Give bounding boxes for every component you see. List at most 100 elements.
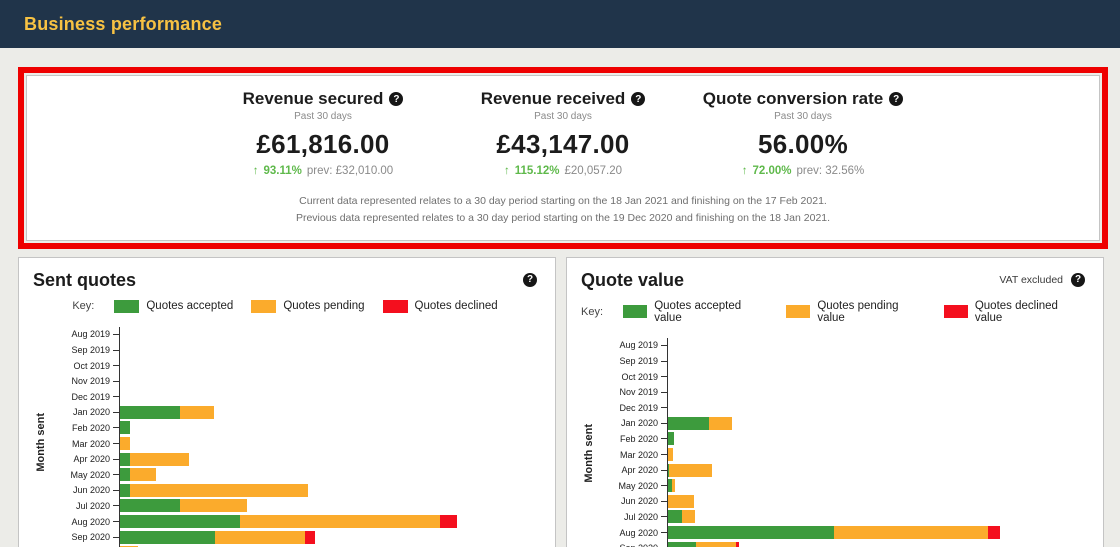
chart-row: Apr 2020 <box>57 451 537 467</box>
kpi-change-row: ↑ 115.12% £20,057.20 <box>443 165 683 177</box>
y-axis-label: Month sent <box>35 412 47 472</box>
chart-row: Jul 2020 <box>605 509 1085 525</box>
y-tick-mark <box>661 454 667 456</box>
y-tick-mark <box>113 489 119 491</box>
y-tick-mark <box>661 532 667 534</box>
bar-segment-pending[interactable] <box>682 510 695 524</box>
bar-segment-pending[interactable] <box>240 515 440 529</box>
bar-segment-accepted[interactable] <box>120 499 180 513</box>
legend-item-accepted: Quotes accepted value <box>623 300 768 324</box>
y-tick-mark <box>661 360 667 362</box>
y-tick-mark <box>113 380 119 382</box>
help-icon[interactable]: ? <box>389 92 404 106</box>
bar-segment-accepted[interactable] <box>120 483 130 497</box>
bar-track <box>667 509 1085 525</box>
kpi-previous-value: prev: 32.56% <box>796 165 865 177</box>
bar-segment-pending[interactable] <box>215 530 305 544</box>
y-tick-mark <box>113 333 119 335</box>
accepted-swatch-icon <box>623 305 648 319</box>
kpi-revenue-secured: Revenue secured ? Past 30 days £61,816.0… <box>203 89 443 177</box>
bar-segment-accepted[interactable] <box>668 479 672 493</box>
legend-text: Quotes pending <box>283 300 365 313</box>
y-axis-label-gutter: Month sent <box>581 338 605 547</box>
bar-track <box>667 524 1085 541</box>
y-tick-mark <box>113 365 119 367</box>
y-tick-mark <box>661 422 667 424</box>
bar-segment-pending[interactable] <box>130 468 156 482</box>
page-title: Business performance <box>24 13 223 34</box>
kpi-subtitle: Past 30 days <box>774 111 832 122</box>
bar-segment-accepted[interactable] <box>120 405 180 419</box>
help-icon[interactable]: ? <box>889 92 904 106</box>
bar-segment-pending[interactable] <box>130 452 189 466</box>
kpi-previous-value: prev: £32,010.00 <box>306 165 394 177</box>
bar-segment-accepted[interactable] <box>668 526 834 540</box>
bar-segment-accepted[interactable] <box>120 468 130 482</box>
y-tick-mark <box>113 411 119 413</box>
bar-segment-pending[interactable] <box>709 416 732 430</box>
chart-body: Month sent Aug 2019 Sep 2019 Oct 2019 Nov 2… <box>581 337 1085 547</box>
bar-track <box>667 493 1085 510</box>
bar-track <box>667 384 1085 400</box>
chart-plot-area: Aug 2019 Sep 2019 Oct 2019 Nov 2019 Dec 2019… <box>57 326 537 547</box>
chart-row: Jun 2020 <box>57 482 537 499</box>
bar-segment-accepted[interactable] <box>668 541 696 547</box>
bar-segment-accepted[interactable] <box>668 463 669 477</box>
help-icon[interactable]: ? <box>1071 272 1085 287</box>
y-tick-label: Oct 2019 <box>621 371 658 382</box>
disclaimer-line-current: Current data represented relates to a 30… <box>299 195 827 207</box>
chart-row: Jul 2020 <box>57 498 537 514</box>
bar-segment-pending[interactable] <box>669 463 712 477</box>
bar-segment-pending[interactable] <box>180 499 247 513</box>
bar-segment-accepted[interactable] <box>120 530 215 544</box>
bar-segment-accepted[interactable] <box>120 452 130 466</box>
bar-segment-accepted[interactable] <box>120 421 130 435</box>
panel-header: Quote value VAT excluded ? <box>581 270 1085 291</box>
chart-row: Sep 2020 <box>57 529 537 545</box>
bar-segment-pending[interactable] <box>120 437 130 451</box>
bar-segment-pending[interactable] <box>672 479 675 493</box>
y-tick-mark <box>661 469 667 471</box>
kpi-value: 56.00% <box>758 129 848 159</box>
y-tick-label: Mar 2020 <box>619 449 658 460</box>
bar-track <box>119 466 537 483</box>
kpi-change-percent: 93.11% <box>263 165 302 177</box>
bar-segment-pending[interactable] <box>180 405 214 419</box>
bar-segment-pending[interactable] <box>668 494 694 508</box>
chart-row: Sep 2019 <box>57 342 537 358</box>
legend-text: Quotes accepted value <box>654 299 742 324</box>
bar-segment-declined[interactable] <box>988 526 1000 540</box>
bar-segment-accepted[interactable] <box>120 515 240 529</box>
bar-segment-pending[interactable] <box>130 483 308 497</box>
y-tick-label: Jul 2020 <box>623 511 658 522</box>
chart-row: Feb 2020 <box>605 431 1085 447</box>
help-icon[interactable]: ? <box>523 272 537 287</box>
bar-segment-accepted[interactable] <box>668 510 682 524</box>
bar-segment-pending[interactable] <box>668 448 673 462</box>
bar-segment-declined[interactable] <box>440 515 457 529</box>
bar-segment-accepted[interactable] <box>668 432 674 446</box>
chart-row: Mar 2020 <box>57 435 537 452</box>
bar-segment-accepted[interactable] <box>668 416 709 430</box>
chart-row: Oct 2019 <box>57 357 537 374</box>
bar-segment-pending[interactable] <box>696 541 736 547</box>
y-tick-label: May 2020 <box>70 469 110 480</box>
y-tick-label: Jan 2020 <box>620 418 658 429</box>
y-tick-label: Apr 2020 <box>73 454 110 465</box>
bar-segment-declined[interactable] <box>305 530 315 544</box>
kpi-title: Revenue received <box>480 89 626 108</box>
y-tick-mark <box>661 516 667 518</box>
chart-row: Nov 2019 <box>605 384 1085 400</box>
legend-text: Quotes pending value <box>817 299 899 324</box>
y-tick-label: Jan 2020 <box>72 407 110 418</box>
pending-swatch-icon <box>251 299 277 313</box>
bar-track <box>119 529 537 545</box>
chart-row: Feb 2020 <box>57 420 537 436</box>
bar-track <box>667 353 1085 369</box>
bar-segment-pending[interactable] <box>834 526 988 540</box>
y-tick-label: Sep 2020 <box>605 543 661 547</box>
y-tick-mark <box>113 474 119 476</box>
help-icon[interactable]: ? <box>631 92 646 106</box>
bar-segment-declined[interactable] <box>736 541 739 547</box>
y-tick-label: Sep 2019 <box>71 345 110 356</box>
